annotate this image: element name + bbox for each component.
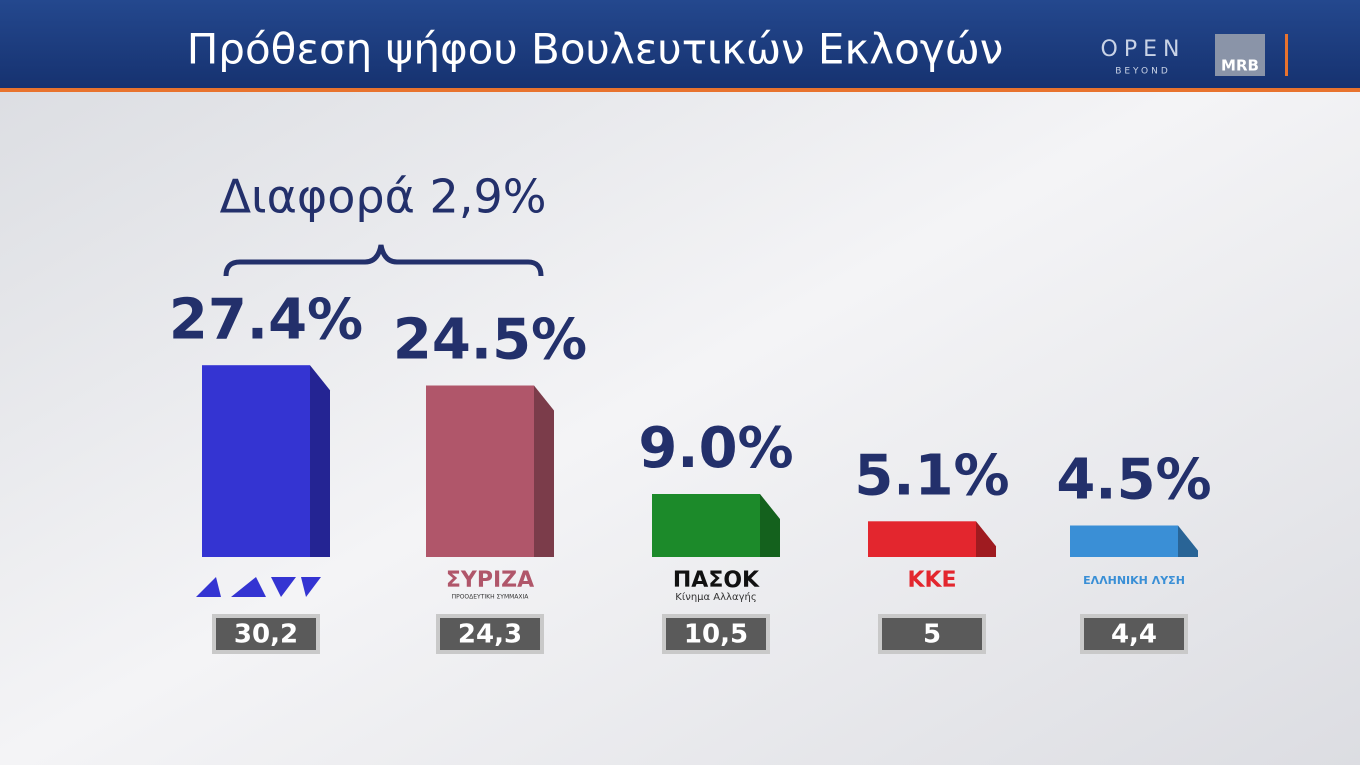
brace bbox=[223, 244, 544, 277]
pollster: MRB bbox=[1221, 57, 1259, 75]
previous-box bbox=[1080, 614, 1188, 654]
party-name: ΚΚΕ bbox=[907, 568, 956, 593]
value-label: 4.5% bbox=[1056, 448, 1211, 513]
party-name: ΕΛΛΗΝΙΚΗ ΛΥΣΗ bbox=[1083, 574, 1185, 587]
brand: OPEN bbox=[1101, 37, 1186, 62]
previous-box bbox=[212, 614, 320, 654]
bar-side bbox=[1178, 525, 1198, 557]
bar-side bbox=[976, 521, 996, 557]
annotation: Διαφορά 2,9% bbox=[220, 170, 547, 224]
previous-box bbox=[436, 614, 544, 654]
bar bbox=[426, 385, 534, 557]
pollster-box bbox=[1215, 34, 1265, 76]
bar bbox=[1070, 525, 1178, 557]
header-band bbox=[0, 0, 1360, 88]
value-label: 5.1% bbox=[854, 443, 1009, 508]
value-label: 24.5% bbox=[393, 308, 587, 373]
bar bbox=[652, 494, 760, 557]
previous-label: 10,5 bbox=[684, 620, 748, 650]
bar bbox=[202, 365, 310, 557]
header-line bbox=[0, 88, 1360, 92]
previous-label: 24,3 bbox=[458, 620, 522, 650]
value-label: 27.4% bbox=[169, 287, 363, 352]
party-subtitle: ΠΡΟΟΔΕΥΤΙΚΗ ΣΥΜΜΑΧΙΑ bbox=[452, 594, 530, 601]
party-name: ΠΑΣΟΚ bbox=[673, 568, 760, 593]
previous-label: 30,2 bbox=[234, 620, 298, 650]
bar-side bbox=[310, 365, 330, 557]
previous-label: 4,4 bbox=[1111, 620, 1157, 650]
party-name: ΣΥΡΙΖΑ bbox=[446, 568, 534, 593]
previous-box bbox=[878, 614, 986, 654]
previous-label: 5 bbox=[923, 620, 941, 650]
party-logo bbox=[196, 577, 321, 597]
value-label: 9.0% bbox=[638, 416, 793, 481]
previous-box bbox=[662, 614, 770, 654]
party-subtitle: Κίνημα Αλλαγής bbox=[675, 591, 756, 603]
brand-sub: BEYOND bbox=[1115, 67, 1171, 77]
bar-side bbox=[760, 494, 780, 557]
bar bbox=[868, 521, 976, 557]
divider bbox=[1285, 34, 1288, 76]
bar-side bbox=[534, 385, 554, 557]
title: Πρόθεση ψήφου Βουλευτικών Εκλογών bbox=[187, 25, 1004, 74]
